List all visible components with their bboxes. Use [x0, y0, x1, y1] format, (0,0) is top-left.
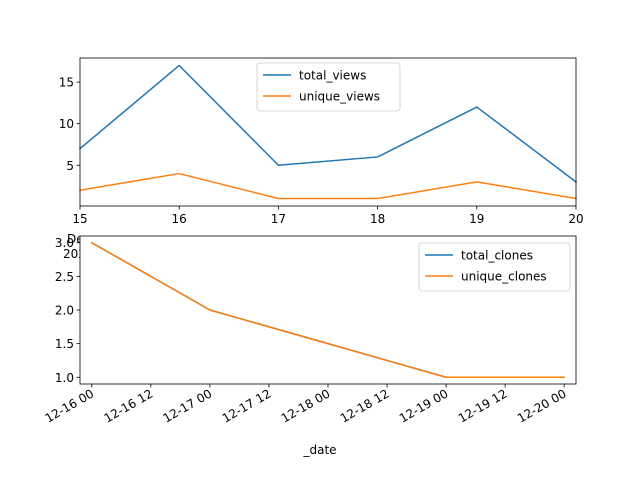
legend: total_views unique_views [256, 62, 401, 112]
x-tick-label: 17 [271, 212, 286, 226]
y-tick-label: 2.5 [55, 270, 74, 284]
legend-box [256, 62, 401, 112]
y-tick-label: 1.5 [55, 337, 74, 351]
x-axis-label: _date [302, 443, 336, 457]
series-line-unique_clones [90, 241, 565, 379]
x-tick-label: 15 [72, 212, 87, 226]
x-tick-label: 12-19 12 [456, 386, 510, 425]
axes-frame [79, 57, 577, 207]
y-tick-label: 5 [66, 159, 74, 173]
y-tick-label: 10 [59, 117, 74, 131]
series-line-total_views [78, 64, 578, 183]
x-tick-label: 19 [469, 212, 484, 226]
x-tick-label: 12-17 00 [161, 386, 215, 425]
legend-label: unique_clones [461, 270, 547, 284]
legend-label: total_views [299, 69, 366, 83]
x-tick-label: 12-19 00 [397, 386, 451, 425]
series-line-unique_views [79, 172, 577, 200]
clones-chart: 1.01.52.02.53.012-16 00 12-16 12 12-17 00 1… [43, 235, 577, 457]
legend-box [418, 242, 571, 292]
x-tick-label: 12-16 00 [43, 386, 97, 425]
x-tick-label: 12-17 12 [220, 386, 274, 425]
x-tick-label: 18 [370, 212, 385, 226]
x-tick-label: 12-18 00 [279, 386, 333, 425]
y-tick-label: 1.0 [55, 371, 74, 385]
y-tick-label: 2.0 [55, 304, 74, 318]
y-tick-label: 3.0 [55, 236, 74, 250]
x-tick-label: 12-18 12 [338, 386, 392, 425]
x-tick-label: 20 [568, 212, 583, 226]
y-tick-label: 15 [59, 76, 74, 90]
legend-label: unique_views [299, 90, 380, 104]
x-tick-label: 12-20 00 [515, 386, 569, 425]
x-tick-label: 12-16 12 [102, 386, 156, 425]
legend-label: total_clones [461, 249, 533, 263]
legend: total_clones unique_clones [418, 242, 571, 292]
x-tick-label: 16 [172, 212, 187, 226]
